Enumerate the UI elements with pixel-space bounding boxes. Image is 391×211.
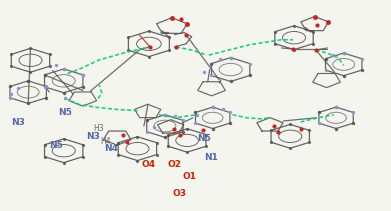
- Text: O3: O3: [172, 189, 187, 198]
- Text: O4: O4: [141, 160, 155, 169]
- Text: N3: N3: [86, 132, 100, 141]
- Text: N5: N5: [58, 108, 72, 117]
- Text: N4: N4: [104, 144, 118, 153]
- Text: O2: O2: [167, 160, 181, 169]
- Text: H4: H4: [100, 137, 111, 146]
- Text: N5: N5: [49, 141, 63, 150]
- Text: N3: N3: [11, 118, 25, 127]
- Text: H3: H3: [93, 124, 104, 133]
- Text: O1: O1: [182, 172, 196, 181]
- Text: N5: N5: [197, 134, 211, 143]
- Text: N1: N1: [204, 153, 219, 162]
